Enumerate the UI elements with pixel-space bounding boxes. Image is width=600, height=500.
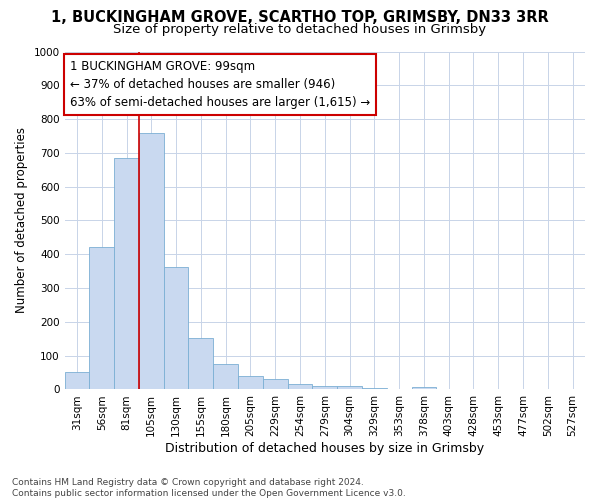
Bar bbox=[313, 386, 337, 390]
Bar bbox=[263, 380, 287, 390]
Text: Contains HM Land Registry data © Crown copyright and database right 2024.
Contai: Contains HM Land Registry data © Crown c… bbox=[12, 478, 406, 498]
Bar bbox=[213, 364, 238, 390]
Text: 1, BUCKINGHAM GROVE, SCARTHO TOP, GRIMSBY, DN33 3RR: 1, BUCKINGHAM GROVE, SCARTHO TOP, GRIMSB… bbox=[51, 10, 549, 25]
Y-axis label: Number of detached properties: Number of detached properties bbox=[15, 128, 28, 314]
Bar bbox=[114, 158, 139, 390]
Bar bbox=[188, 338, 213, 390]
Bar bbox=[238, 376, 263, 390]
Bar bbox=[337, 386, 362, 390]
Text: 1 BUCKINGHAM GROVE: 99sqm
← 37% of detached houses are smaller (946)
63% of semi: 1 BUCKINGHAM GROVE: 99sqm ← 37% of detac… bbox=[70, 60, 370, 109]
Text: Size of property relative to detached houses in Grimsby: Size of property relative to detached ho… bbox=[113, 22, 487, 36]
X-axis label: Distribution of detached houses by size in Grimsby: Distribution of detached houses by size … bbox=[165, 442, 484, 455]
Bar bbox=[164, 267, 188, 390]
Bar bbox=[362, 388, 387, 390]
Bar bbox=[65, 372, 89, 390]
Bar bbox=[287, 384, 313, 390]
Bar bbox=[89, 247, 114, 390]
Bar bbox=[139, 132, 164, 390]
Bar bbox=[412, 387, 436, 390]
